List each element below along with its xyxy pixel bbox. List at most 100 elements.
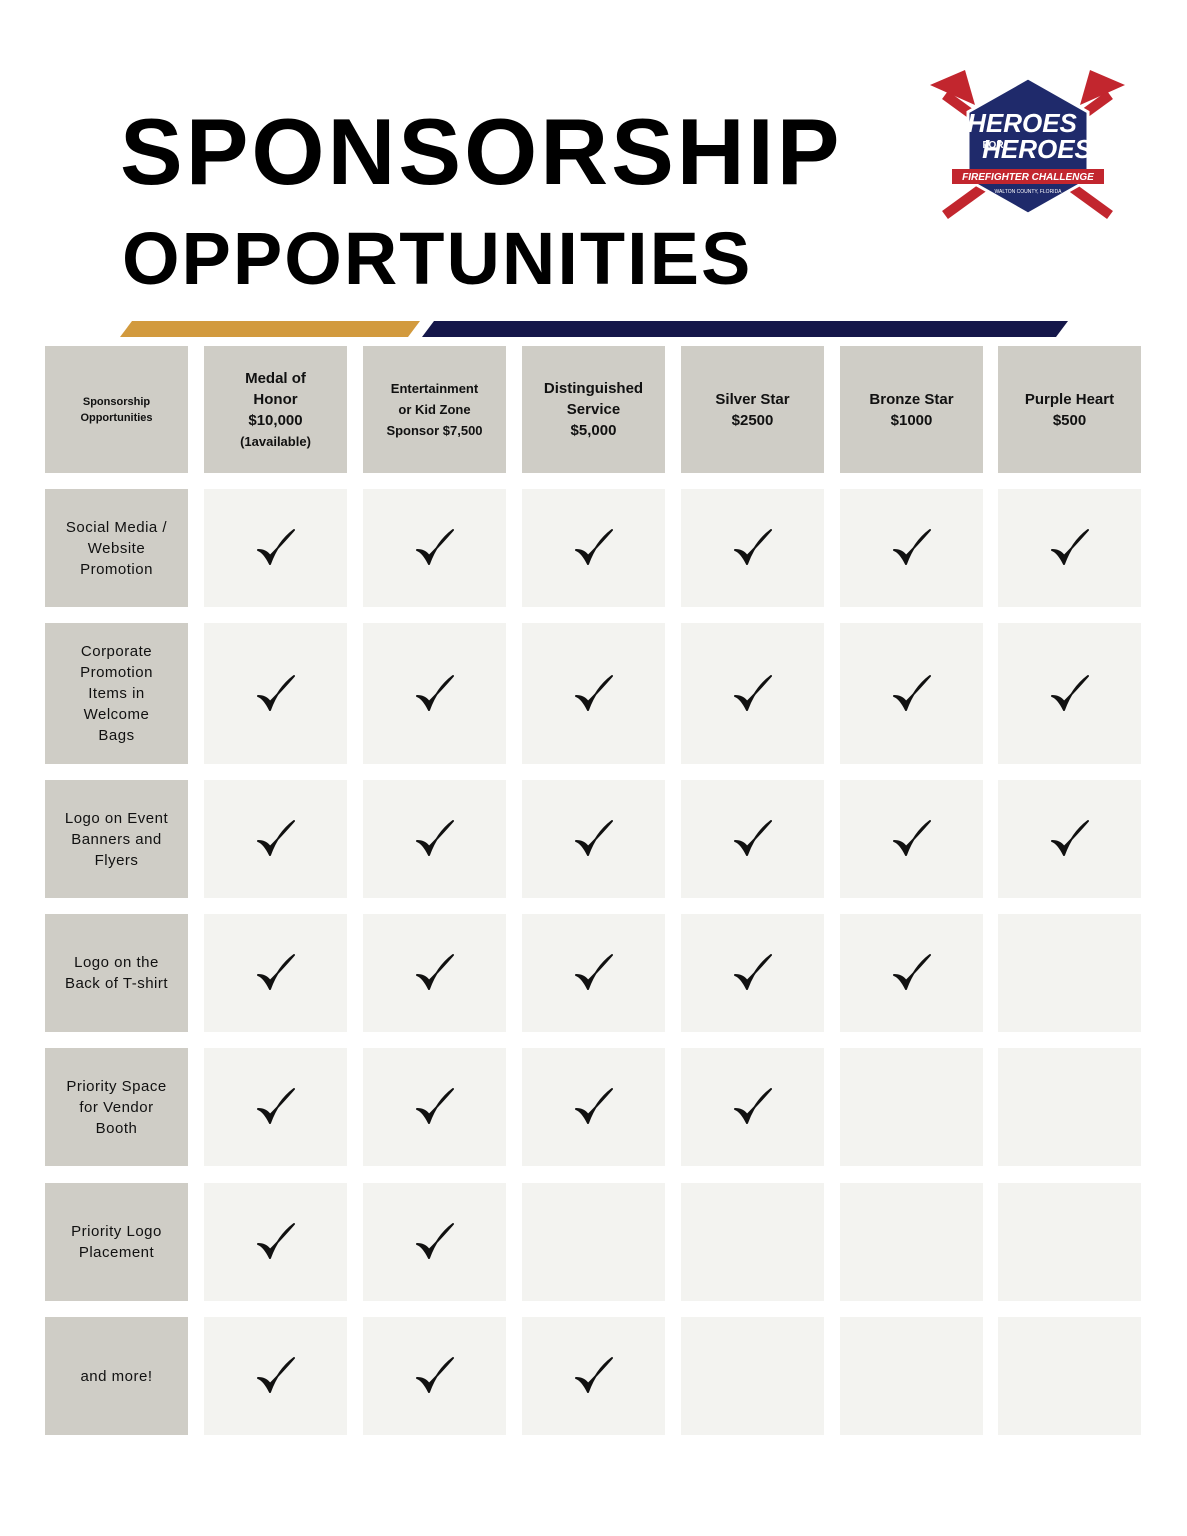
cell <box>363 1183 506 1301</box>
logo-banner: FIREFIGHTER CHALLENGE <box>962 172 1094 183</box>
checkmark <box>256 674 295 711</box>
label-line: Priority Logo <box>71 1223 162 1240</box>
cell <box>522 1183 665 1301</box>
checkmark <box>415 1357 454 1393</box>
label-line: Promotion <box>80 560 153 578</box>
header-line: (1available) <box>240 433 311 449</box>
header-line: Sponsor $7,500 <box>386 423 483 438</box>
label-line: Flyers <box>94 851 139 869</box>
cell <box>363 780 506 898</box>
row-label: Social Media / Website Promotion <box>45 489 188 607</box>
cell <box>681 1048 824 1166</box>
checkmark <box>256 1357 295 1393</box>
cell <box>998 1048 1141 1166</box>
subtitle: OPPORTUNITIES <box>122 217 753 300</box>
cell <box>363 1048 506 1166</box>
logo-text: HEROES <box>982 134 1092 164</box>
cell <box>840 914 983 1032</box>
checkmark <box>415 954 454 990</box>
label-line: Bags <box>98 727 135 744</box>
logo-text: HEROES <box>967 108 1077 138</box>
label-line: Banners and <box>71 830 162 848</box>
label-line: Items in <box>88 685 145 702</box>
cell <box>681 780 824 898</box>
row-label: Priority Space for Vendor Booth <box>45 1048 188 1166</box>
header-line: Distinguished <box>543 380 644 397</box>
label-line: Placement <box>78 1244 155 1261</box>
cell <box>681 489 824 607</box>
cell <box>204 1048 347 1166</box>
header-line: $1000 <box>890 411 933 429</box>
checkmark <box>733 954 772 990</box>
label-line: Website <box>87 539 146 557</box>
cell <box>840 780 983 898</box>
column-header: Silver Star $2500 <box>681 346 824 473</box>
cell <box>681 623 824 764</box>
row-label: and more! <box>45 1317 188 1435</box>
cell <box>681 914 824 1032</box>
column-header: Medal of Honor $10,000 (1available) <box>204 346 347 473</box>
label-line: Priority Space <box>66 1077 167 1095</box>
cell <box>204 623 347 764</box>
column-header: Purple Heart $500 <box>998 346 1141 473</box>
checkmark <box>415 1223 454 1259</box>
header-line: Entertainment <box>390 381 479 396</box>
navy-bar <box>422 321 1068 337</box>
checkmark <box>256 820 295 856</box>
checkmark <box>892 954 931 990</box>
label-line: Corporate <box>80 643 153 660</box>
cell <box>998 1317 1141 1435</box>
checkmark <box>256 1088 295 1124</box>
label-line: and more! <box>80 1367 153 1385</box>
cell <box>204 914 347 1032</box>
cell <box>363 623 506 764</box>
header-line: or Kid Zone <box>398 402 471 417</box>
label-line: Social Media / <box>65 518 168 536</box>
cell <box>840 489 983 607</box>
cell <box>840 1183 983 1301</box>
cell <box>840 1317 983 1435</box>
checkmark <box>733 529 772 565</box>
label-line: Back of T-shirt <box>64 975 169 992</box>
column-header: Entertainment or Kid Zone Sponsor $7,500 <box>363 346 506 473</box>
checkmark <box>892 674 931 711</box>
checkmark <box>733 820 772 856</box>
checkmark <box>415 820 454 856</box>
checkmark <box>1050 820 1089 856</box>
checkmark <box>415 529 454 565</box>
cell <box>204 780 347 898</box>
header-line: Service <box>566 401 621 418</box>
checkmark <box>892 529 931 565</box>
logo-text: FOR <box>982 140 1004 151</box>
header-line: $2500 <box>731 411 774 429</box>
checkmark <box>574 529 613 565</box>
cell <box>998 914 1141 1032</box>
gold-bar <box>120 321 420 337</box>
header-line: Bronze Star <box>869 390 954 408</box>
label-line: Booth <box>95 1119 138 1137</box>
checkmark <box>574 820 613 856</box>
row-label: Priority Logo Placement <box>45 1183 188 1301</box>
checkmark <box>256 529 295 565</box>
row-label: Logo on Event Banners and Flyers <box>45 780 188 898</box>
cell <box>522 1048 665 1166</box>
cell <box>998 489 1141 607</box>
checkmark <box>892 820 931 856</box>
cell <box>204 489 347 607</box>
header-line: $5,000 <box>570 422 617 439</box>
cell <box>998 1183 1141 1301</box>
checkmark <box>256 954 295 990</box>
checkmark <box>1050 674 1089 711</box>
title: SPONSORSHIP <box>120 99 843 204</box>
cell <box>363 1317 506 1435</box>
cell <box>840 1048 983 1166</box>
header-line: Honor <box>253 390 298 408</box>
header-line: $10,000 <box>248 411 303 429</box>
header-line: Sponsorship <box>82 395 151 408</box>
label-line: Promotion <box>80 664 153 681</box>
column-header: Bronze Star $1000 <box>840 346 983 473</box>
cell <box>998 780 1141 898</box>
cell <box>681 1317 824 1435</box>
label-line: Logo on the <box>74 954 159 971</box>
